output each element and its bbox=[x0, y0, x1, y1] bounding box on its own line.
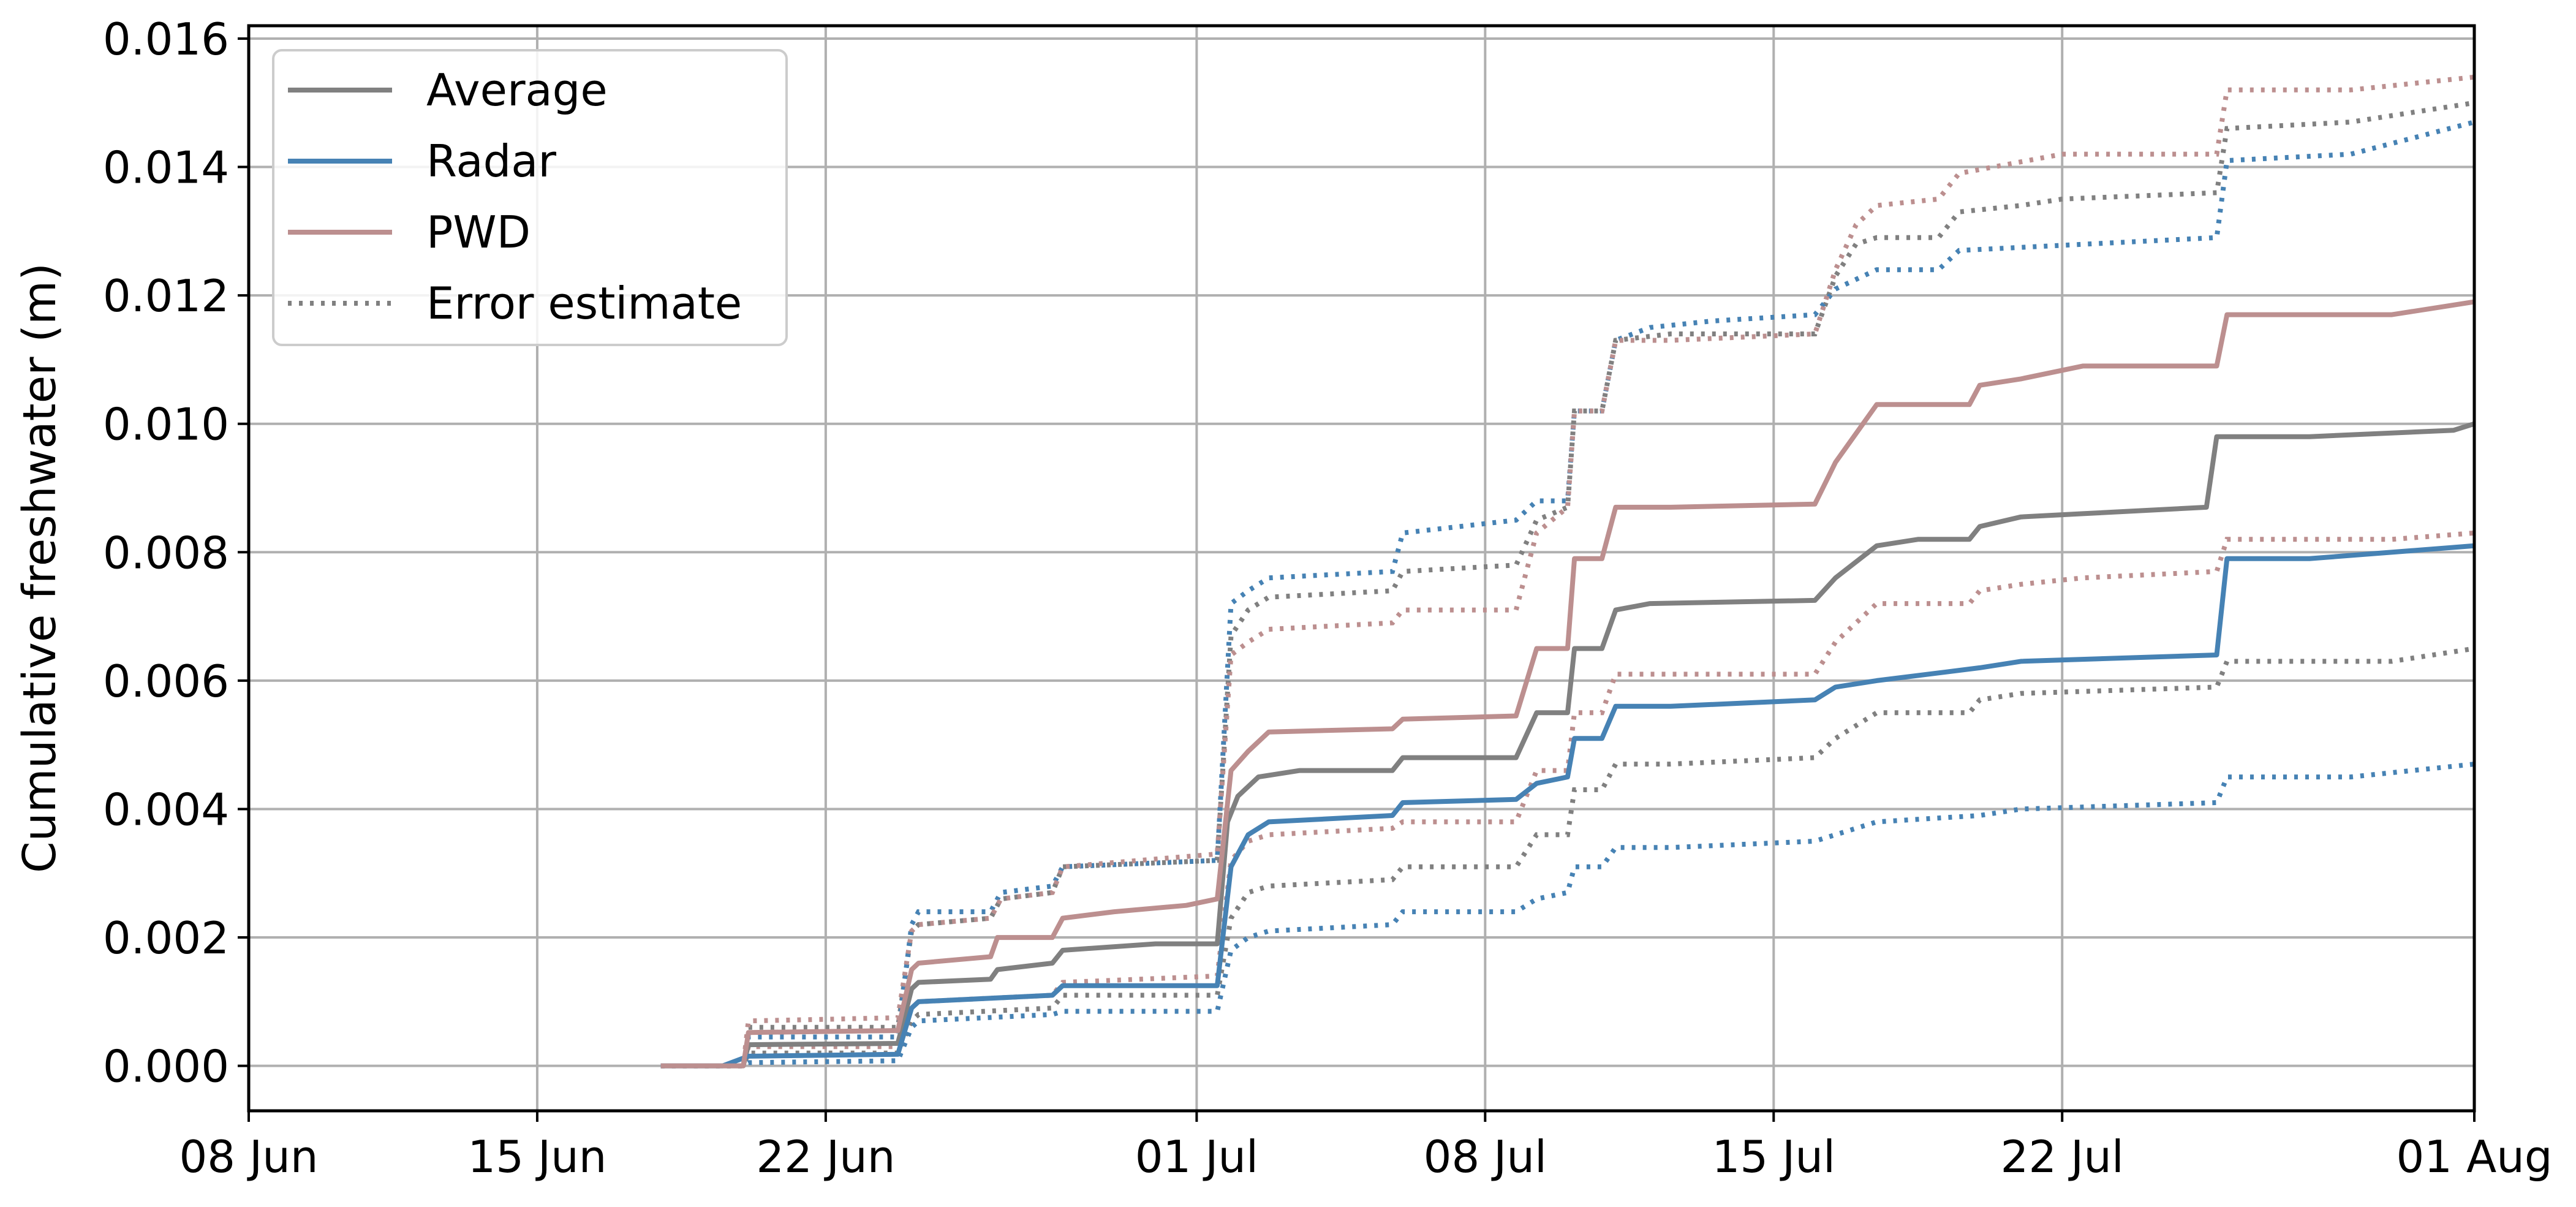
x-tick-label: 08 Jun bbox=[179, 1131, 318, 1182]
y-tick-label: 0.000 bbox=[103, 1041, 229, 1092]
y-tick-label: 0.016 bbox=[103, 13, 229, 65]
x-tick-label: 22 Jul bbox=[2001, 1131, 2124, 1182]
x-tick-label: 01 Jul bbox=[1135, 1131, 1258, 1182]
y-tick-label: 0.012 bbox=[103, 270, 229, 322]
legend-box bbox=[272, 49, 788, 346]
y-tick-label: 0.010 bbox=[103, 399, 229, 450]
y-axis-title: Cumulative freshwater (m) bbox=[13, 263, 66, 873]
legend-label-pwd: PWD bbox=[426, 206, 531, 258]
x-tick-label: 15 Jun bbox=[467, 1131, 606, 1182]
y-tick-label: 0.004 bbox=[103, 784, 229, 835]
y-tick-label: 0.002 bbox=[103, 912, 229, 964]
series-radar bbox=[660, 543, 2475, 1069]
x-tick-label: 08 Jul bbox=[1424, 1131, 1547, 1182]
axis-ticks: 08 Jun 15 Jun 22 Jun 01 Jul 08 Jul 15 Jul 22 J… bbox=[103, 13, 2553, 1182]
legend-label-average: Average bbox=[426, 64, 608, 116]
legend-label-error-estimate: Error estimate bbox=[426, 278, 742, 329]
series-pwd bbox=[660, 299, 2475, 1069]
y-tick-label: 0.006 bbox=[103, 656, 229, 707]
x-tick-label: 01 Aug bbox=[2396, 1131, 2552, 1182]
y-tick-label: 0.014 bbox=[103, 142, 229, 194]
series-average-error-lower bbox=[660, 646, 2475, 1069]
y-tick-label: 0.008 bbox=[103, 527, 229, 578]
series-radar-error-upper bbox=[660, 119, 2476, 1069]
series-average bbox=[660, 421, 2476, 1069]
series-layer bbox=[660, 74, 2476, 1069]
plot-frame bbox=[247, 24, 2476, 1113]
legend-label-radar: Radar bbox=[426, 135, 556, 187]
legend: Average Radar PWD Error estimate bbox=[272, 49, 788, 346]
series-pwd-error-upper bbox=[660, 74, 2475, 1069]
x-tick-label: 22 Jun bbox=[756, 1131, 895, 1182]
x-tick-label: 15 Jul bbox=[1712, 1131, 1835, 1182]
